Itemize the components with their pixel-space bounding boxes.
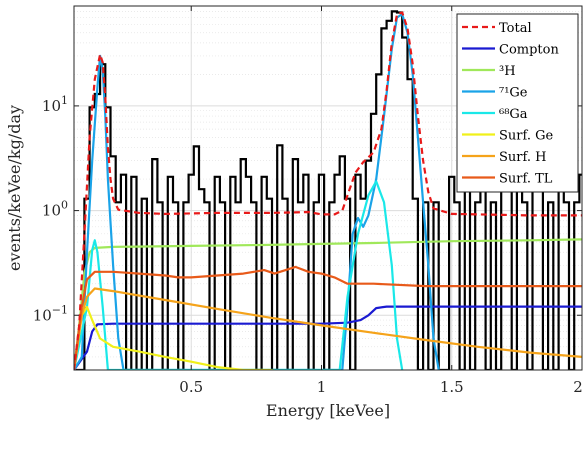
plot-frame (73, 5, 583, 371)
series-line--h (74, 238, 582, 370)
ticks: 0.5 1 1.5 2 10−1 100 101 (33, 6, 583, 396)
legend-label: Compton (499, 43, 559, 58)
series-line--ga (74, 180, 404, 370)
legend-label: ⁷¹Ge (499, 86, 528, 101)
y-tick-label: 100 (42, 199, 68, 220)
legend: Total Compton ³H ⁷¹Ge ⁶⁸Ga Surf. Ge Surf. H Sur… (456, 13, 579, 193)
legend-label: Surf. H (499, 150, 546, 165)
legend-box (456, 13, 579, 193)
x-axis-label: Energy [keVee] (266, 401, 390, 420)
legend-label: ³H (499, 64, 516, 79)
y-tick-label: 10−1 (33, 303, 68, 324)
series-line-total (74, 11, 582, 370)
y-tick-label: 101 (42, 94, 68, 115)
x-tick-label: 2 (573, 378, 583, 396)
legend-label: Surf. Ge (499, 129, 553, 144)
data-histogram (74, 10, 582, 370)
legend-label: ⁶⁸Ga (499, 107, 528, 122)
series-line-surf-ge (74, 305, 279, 370)
x-tick-label: 1.5 (440, 378, 464, 396)
x-tick-label: 1 (317, 378, 327, 396)
plot-area (74, 10, 582, 370)
x-tick-label: 0.5 (179, 378, 203, 396)
series-line-surf-tl (74, 265, 582, 370)
series-line-surf-h (74, 287, 582, 370)
y-axis-label: events/keVee/kg/day (5, 105, 24, 271)
legend-label: Total (499, 21, 532, 36)
legend-label: Surf. TL (499, 172, 553, 187)
